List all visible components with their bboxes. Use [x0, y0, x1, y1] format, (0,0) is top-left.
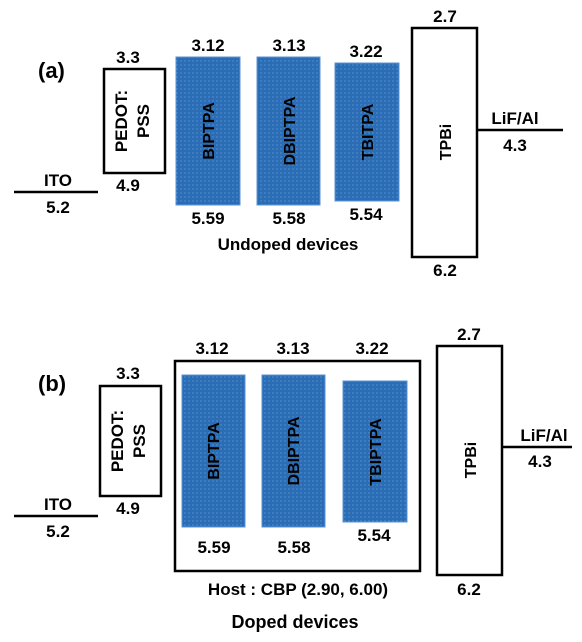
panel-b-pedot-name-1: PEDOT:	[108, 410, 127, 472]
panel-a-caption: Undoped devices	[218, 235, 359, 254]
panel-b-tpbi-name: TPBi	[463, 442, 480, 478]
panel-a-tpbi-lumo: 2.7	[433, 7, 457, 26]
panel-a-dbiptpa-layer	[256, 56, 321, 206]
panel-a-ito-value: 5.2	[46, 198, 70, 217]
panel-b-biptpa-homo: 5.59	[197, 538, 230, 557]
panel-b-dbiptpa-lumo: 3.13	[276, 339, 309, 358]
panel-a-dbiptpa-name: DBIPTPA	[282, 96, 299, 165]
panel-b-dbiptpa-name: DBIPTPA	[286, 416, 303, 485]
panel-a-biptpa-homo: 5.59	[191, 209, 224, 228]
panel-b-tpbi-box	[435, 344, 504, 577]
panel-b-lif-label: LiF/Al	[520, 426, 567, 445]
panel-a-dbiptpa-homo: 5.58	[272, 209, 305, 228]
panel-a-biptpa-lumo: 3.12	[191, 36, 224, 55]
panel-a-biptpa-name: BIPTPA	[201, 102, 218, 160]
panel-a-tbitpa-name: TBITPA	[360, 103, 377, 160]
panel-a: (a) ITO 5.2 3.3 4.9 PEDOT: PSS 3.12 5.59…	[14, 7, 563, 280]
panel-b-tbiptpa-layer	[342, 380, 408, 523]
panel-b-biptpa-name: BIPTPA	[206, 422, 223, 480]
panel-b-tbiptpa-lumo: 3.22	[355, 339, 388, 358]
panel-b-tpbi-lumo: 2.7	[457, 325, 481, 344]
panel-b-biptpa-lumo: 3.12	[195, 339, 228, 358]
panel-b-dbiptpa-layer	[261, 374, 326, 528]
panel-b-biptpa-layer	[181, 374, 246, 528]
panel-b-host-box	[173, 359, 422, 573]
panel-a-tbitpa-layer	[334, 62, 400, 202]
panel-a-biptpa-layer	[175, 56, 241, 206]
panel-a-ito-label: ITO	[44, 171, 72, 190]
panel-a-pedot-box	[102, 67, 167, 175]
panel-a-tpbi-box	[410, 26, 479, 259]
panel-b-pedot-name-2: PSS	[130, 424, 149, 458]
panel-a-lif-label: LiF/Al	[491, 109, 538, 128]
panel-b-pedot-box	[98, 384, 163, 498]
panel-b-tbiptpa-homo: 5.54	[357, 526, 391, 545]
panel-a-tbitpa-homo: 5.54	[349, 205, 383, 224]
panel-a-label: (a)	[38, 58, 65, 83]
panel-a-pedot-name-2: PSS	[134, 104, 153, 138]
panel-b-tbiptpa-name: TBIPTPA	[368, 418, 385, 486]
panel-a-lif-value: 4.3	[503, 136, 527, 155]
panel-a-pedot-homo: 4.9	[116, 176, 140, 195]
panel-b-lif-value: 4.3	[528, 452, 552, 471]
panel-b-ito-label: ITO	[44, 495, 72, 514]
panel-b-pedot-lumo: 3.3	[116, 364, 140, 383]
panel-b-caption: Doped devices	[231, 612, 358, 632]
panel-a-tpbi-name: TPBi	[438, 124, 455, 160]
panel-b-label: (b)	[38, 371, 66, 396]
panel-b-pedot-homo: 4.9	[116, 499, 140, 518]
panel-b-tpbi-homo: 6.2	[457, 580, 481, 599]
panel-b-host-label: Host : CBP (2.90, 6.00)	[208, 580, 388, 599]
panel-a-tbitpa-lumo: 3.22	[349, 42, 382, 61]
panel-a-pedot-lumo: 3.3	[116, 48, 140, 67]
panel-b-dbiptpa-homo: 5.58	[277, 538, 310, 557]
panel-a-pedot-name-1: PEDOT:	[112, 90, 131, 152]
panel-a-tpbi-homo: 6.2	[433, 261, 457, 280]
panel-b-ito-value: 5.2	[46, 522, 70, 541]
panel-b: (b) ITO 5.2 3.3 4.9 PEDOT: PSS 3.12 5.59…	[14, 325, 572, 632]
panel-a-dbiptpa-lumo: 3.13	[272, 36, 305, 55]
